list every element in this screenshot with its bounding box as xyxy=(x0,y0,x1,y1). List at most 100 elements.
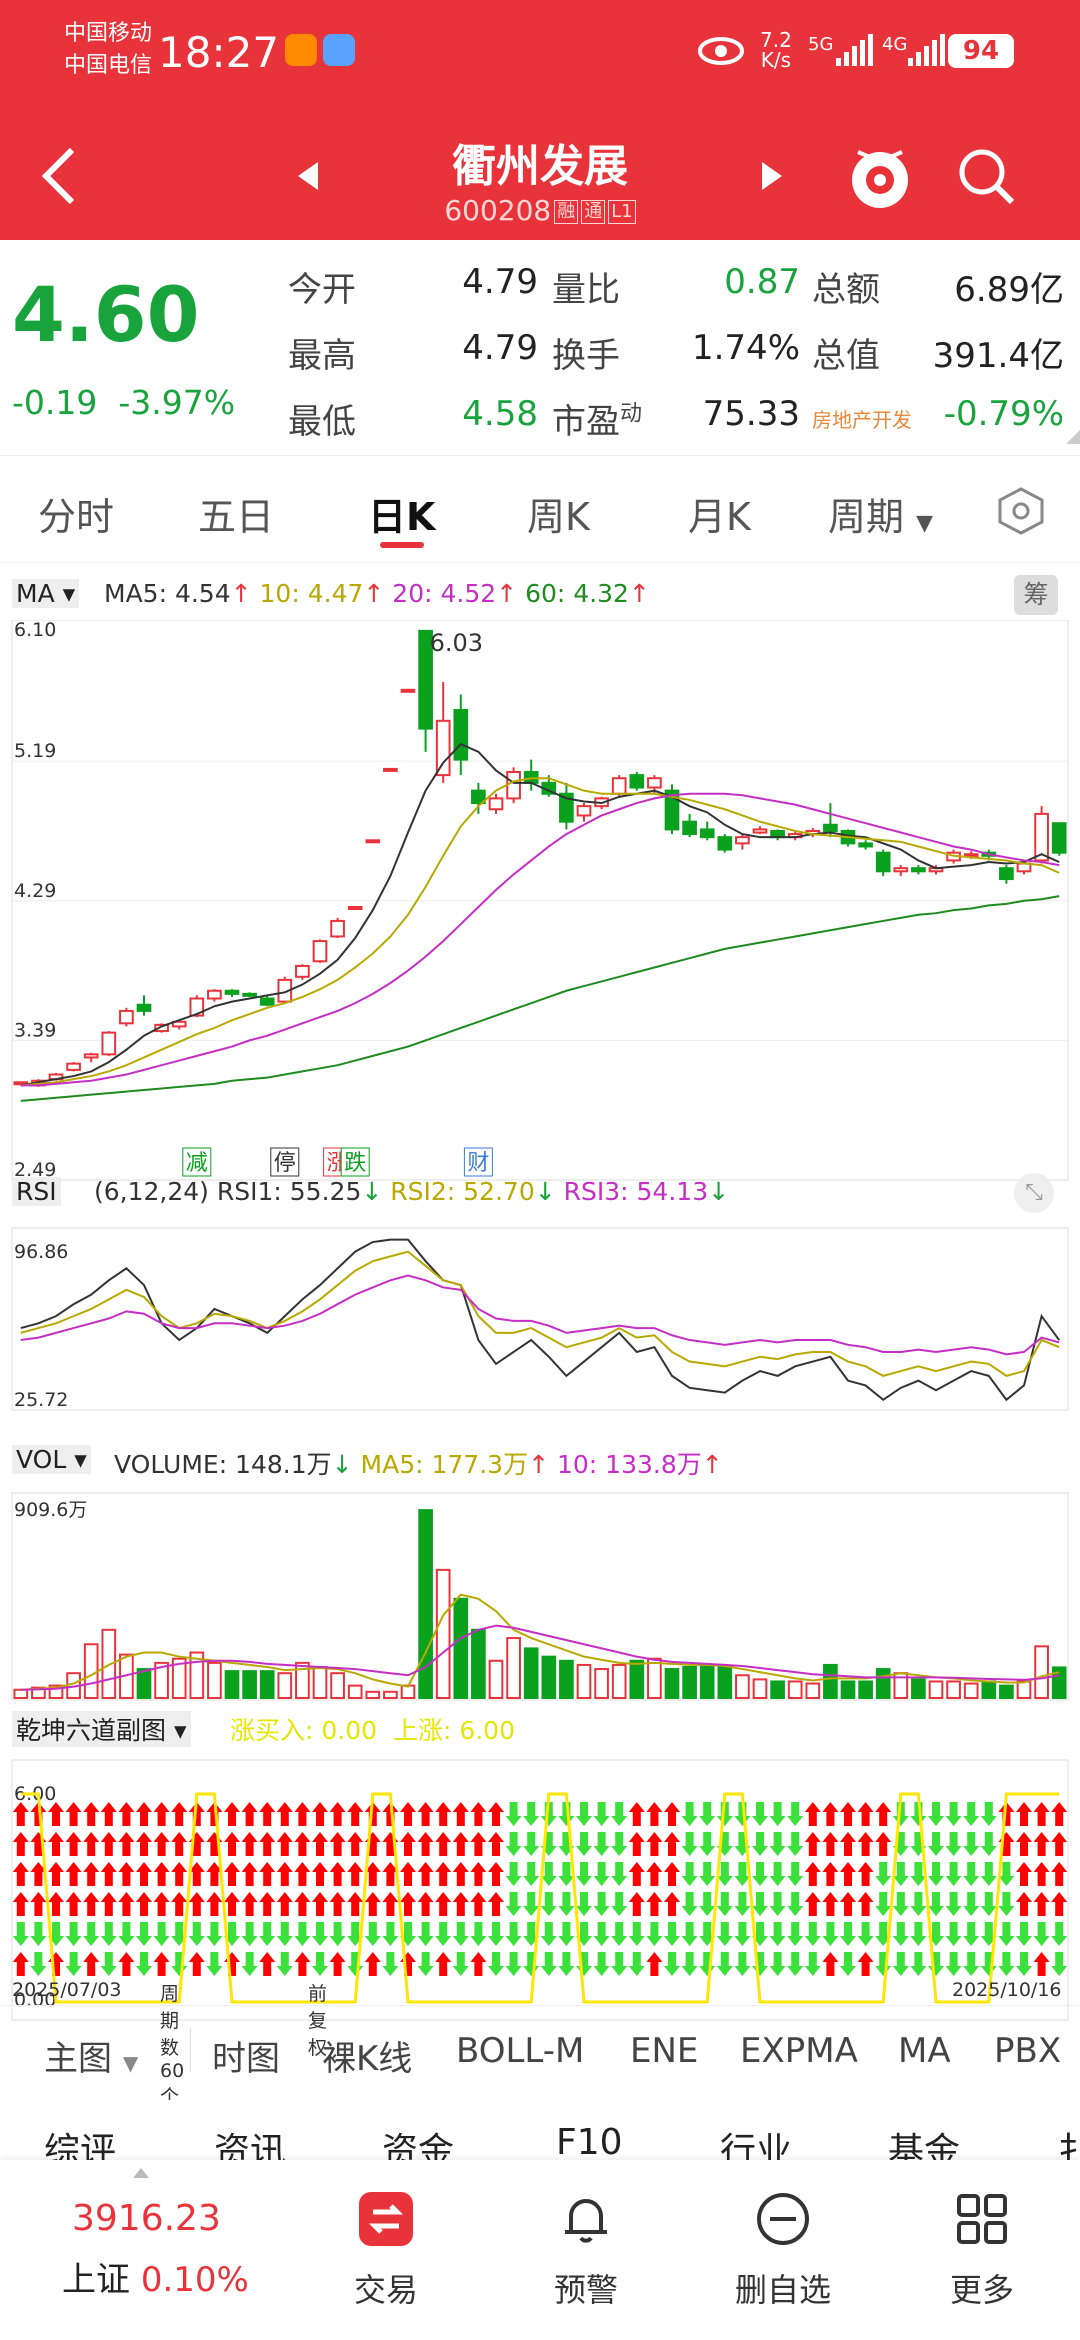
indicator-pbx[interactable]: PBX xyxy=(994,2031,1062,2071)
tab-period[interactable]: 周期 ▼ xyxy=(828,495,934,539)
mascot-icon[interactable] xyxy=(848,140,912,212)
down-arrow xyxy=(206,1952,223,1976)
indicator-time-chart[interactable]: 时图 xyxy=(212,2039,280,2079)
up-arrow xyxy=(452,1862,469,1886)
up-arrow xyxy=(312,1862,328,1886)
indicator-ene[interactable]: ENE xyxy=(630,2031,699,2071)
vol-selector[interactable]: VOL ▾ xyxy=(12,1445,91,1474)
down-arrow xyxy=(875,1892,892,1916)
expand-icon[interactable]: ⤡ xyxy=(1014,1173,1054,1213)
tab-intraday[interactable]: 分时 xyxy=(38,495,115,539)
expand-corner-icon[interactable] xyxy=(1066,430,1080,444)
candle-body xyxy=(224,989,240,995)
down-arrow xyxy=(699,1952,716,1976)
down-arrow xyxy=(611,1802,628,1826)
search-icon[interactable] xyxy=(956,146,1016,206)
grid-more-icon[interactable] xyxy=(912,2190,1052,2252)
remove-watchlist-icon[interactable] xyxy=(713,2190,853,2252)
down-arrow xyxy=(928,1892,944,1916)
info-tab-f10[interactable]: F10 xyxy=(556,2122,623,2163)
end-date: 2025/10/16 xyxy=(952,1979,1062,2001)
down-arrow xyxy=(1051,1952,1068,1976)
indicator-expma[interactable]: EXPMA xyxy=(740,2031,858,2071)
trade-icon[interactable] xyxy=(316,2190,456,2252)
quote-value-3: 4.79 xyxy=(462,328,538,368)
rsi2-line xyxy=(20,1250,1060,1377)
down-arrow xyxy=(787,1802,804,1826)
up-arrow xyxy=(664,1862,680,1886)
down-arrow xyxy=(910,1862,927,1886)
volume-bar xyxy=(576,1663,592,1700)
down-arrow xyxy=(945,1862,962,1886)
candle-body xyxy=(963,853,979,858)
candle-body xyxy=(171,1020,187,1028)
stock-chart-svg[interactable]: 6.105.194.293.392.496.03减停涨跌 财96.8625.729… xyxy=(0,620,1080,2060)
alert-label[interactable]: 预警 xyxy=(553,2271,618,2309)
adjust-type[interactable]: 前复权 xyxy=(308,1983,328,2059)
index-summary[interactable]: 上证 0.10% xyxy=(62,2260,249,2300)
indicator-boll-m[interactable]: BOLL-M xyxy=(456,2031,585,2071)
up-arrow xyxy=(118,1832,135,1856)
tab-five-day[interactable]: 五日 xyxy=(198,495,275,539)
up-arrow xyxy=(48,1892,64,1916)
quote-value-4: 1.74% xyxy=(691,328,800,368)
down-arrow xyxy=(699,1832,716,1856)
up-arrow xyxy=(118,1952,135,1976)
up-arrow xyxy=(364,1952,381,1976)
up-arrow xyxy=(206,1862,223,1886)
down-arrow xyxy=(910,1922,927,1946)
chip-distribution-button[interactable]: 筹 xyxy=(1014,575,1058,615)
ma-selector[interactable]: MA ▾ xyxy=(12,579,80,608)
tab-daily-k[interactable]: 日K xyxy=(368,495,436,539)
volume-bar xyxy=(453,1597,469,1700)
candle-body xyxy=(664,789,680,831)
main-chart-selector[interactable]: 主图 ▼ xyxy=(44,2039,139,2079)
indicator-naked-k[interactable]: 裸K线 xyxy=(322,2039,413,2079)
back-icon[interactable] xyxy=(40,146,80,206)
up-arrow xyxy=(153,1862,170,1886)
up-arrow xyxy=(329,1952,346,1976)
collapse-up-icon[interactable] xyxy=(133,2168,149,2178)
down-arrow xyxy=(312,1922,328,1946)
up-arrow xyxy=(153,1892,170,1916)
remove-watchlist-label[interactable]: 删自选 xyxy=(734,2271,831,2309)
trade-label[interactable]: 交易 xyxy=(353,2271,418,2309)
event-marker-box xyxy=(270,1147,300,1177)
up-arrow xyxy=(1033,1802,1050,1826)
indicator-ma[interactable]: MA xyxy=(898,2031,951,2071)
down-arrow xyxy=(83,1922,100,1946)
up-arrow xyxy=(83,1892,100,1916)
up-arrow xyxy=(65,1862,82,1886)
up-arrow xyxy=(488,1892,504,1916)
period-count: 周期数60个 xyxy=(160,1983,185,2108)
more-label[interactable]: 更多 xyxy=(949,2271,1014,2309)
volume-bar xyxy=(259,1670,275,1700)
down-arrow xyxy=(928,1802,944,1826)
volume-bar xyxy=(999,1684,1014,1700)
volume-bar xyxy=(418,1509,433,1700)
next-stock-icon[interactable] xyxy=(760,162,782,190)
up-arrow xyxy=(48,1832,64,1856)
prev-stock-icon[interactable] xyxy=(298,162,320,190)
tab-monthly-k[interactable]: 月K xyxy=(688,495,751,539)
index-value[interactable]: 3916.23 xyxy=(72,2198,221,2239)
down-arrow xyxy=(928,1832,944,1856)
volume-bar xyxy=(647,1657,662,1699)
qk-selector[interactable]: 乾坤六道副图 ▾ xyxy=(12,1711,191,1747)
rsi-selector[interactable]: RSI xyxy=(12,1177,61,1206)
candle-body xyxy=(682,820,697,836)
down-arrow xyxy=(998,1862,1015,1886)
settings-hexagon-icon[interactable] xyxy=(996,486,1046,536)
tab-weekly-k[interactable]: 周K xyxy=(527,495,590,539)
down-arrow xyxy=(576,1832,592,1856)
panel-frame-0 xyxy=(11,620,1069,1181)
up-arrow xyxy=(259,1862,276,1886)
candle-body xyxy=(295,964,310,978)
divider xyxy=(190,2028,191,2072)
down-arrow xyxy=(963,1922,980,1946)
down-arrow xyxy=(1016,1922,1032,1946)
bell-icon[interactable] xyxy=(516,2190,656,2252)
down-arrow xyxy=(136,1922,152,1946)
up-arrow xyxy=(1033,1892,1050,1916)
up-arrow xyxy=(65,1832,82,1856)
